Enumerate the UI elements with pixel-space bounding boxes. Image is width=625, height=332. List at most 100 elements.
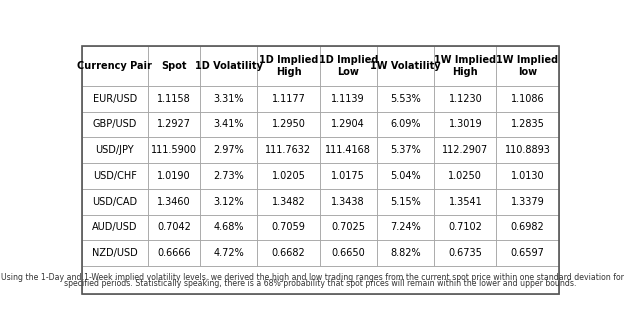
Text: 3.41%: 3.41% xyxy=(214,120,244,129)
Bar xyxy=(82,163,148,189)
Text: 0.7059: 0.7059 xyxy=(271,222,306,232)
Text: Spot: Spot xyxy=(161,61,187,71)
Text: 1W Implied
low: 1W Implied low xyxy=(496,55,559,77)
Text: 1.0205: 1.0205 xyxy=(271,171,306,181)
Bar xyxy=(82,214,148,240)
Text: GBP/USD: GBP/USD xyxy=(92,120,137,129)
Text: 1.0130: 1.0130 xyxy=(511,171,544,181)
Bar xyxy=(258,46,319,86)
Bar xyxy=(434,46,496,86)
Bar xyxy=(496,163,559,189)
Text: 1.1086: 1.1086 xyxy=(511,94,544,104)
Bar xyxy=(377,163,434,189)
Bar xyxy=(200,86,258,112)
Text: 1W Implied
High: 1W Implied High xyxy=(434,55,496,77)
Bar xyxy=(319,46,377,86)
Bar xyxy=(496,86,559,112)
Text: specified periods. Statistically speaking, there is a 68% probability that spot : specified periods. Statistically speakin… xyxy=(64,279,577,288)
Bar xyxy=(319,214,377,240)
Text: 0.6666: 0.6666 xyxy=(157,248,191,258)
Bar xyxy=(200,214,258,240)
Text: 2.73%: 2.73% xyxy=(213,171,244,181)
Bar xyxy=(148,189,200,214)
Bar xyxy=(319,86,377,112)
Text: 1.3541: 1.3541 xyxy=(449,197,482,207)
Text: Using the 1-Day and 1-Week implied volatility levels, we derived the high and lo: Using the 1-Day and 1-Week implied volat… xyxy=(1,273,625,282)
Text: 1.1139: 1.1139 xyxy=(331,94,365,104)
Text: 1D Implied
Low: 1D Implied Low xyxy=(319,55,378,77)
Bar xyxy=(148,137,200,163)
Text: 112.2907: 112.2907 xyxy=(442,145,489,155)
Bar xyxy=(258,86,319,112)
Text: 1.3482: 1.3482 xyxy=(272,197,306,207)
Bar xyxy=(496,214,559,240)
Bar xyxy=(82,46,148,86)
Bar xyxy=(200,137,258,163)
Text: 111.4168: 111.4168 xyxy=(325,145,371,155)
Bar xyxy=(319,112,377,137)
Bar xyxy=(148,163,200,189)
Text: 3.31%: 3.31% xyxy=(214,94,244,104)
Bar xyxy=(434,163,496,189)
Text: 1.3019: 1.3019 xyxy=(449,120,482,129)
Bar xyxy=(82,189,148,214)
Text: 1.3460: 1.3460 xyxy=(157,197,191,207)
Text: 5.04%: 5.04% xyxy=(390,171,421,181)
Bar xyxy=(434,86,496,112)
Bar xyxy=(434,189,496,214)
Bar xyxy=(377,137,434,163)
Bar xyxy=(319,163,377,189)
Text: USD/CAD: USD/CAD xyxy=(92,197,138,207)
Bar xyxy=(377,214,434,240)
Bar xyxy=(82,112,148,137)
Text: 0.6735: 0.6735 xyxy=(448,248,482,258)
Bar xyxy=(82,240,148,266)
Text: 5.15%: 5.15% xyxy=(390,197,421,207)
Bar xyxy=(319,137,377,163)
Text: 1W Volatility: 1W Volatility xyxy=(370,61,441,71)
Bar xyxy=(148,240,200,266)
Bar xyxy=(434,112,496,137)
Text: 1.0175: 1.0175 xyxy=(331,171,365,181)
Text: 5.53%: 5.53% xyxy=(390,94,421,104)
Bar xyxy=(82,266,559,294)
Bar xyxy=(200,189,258,214)
Bar xyxy=(258,137,319,163)
Text: 0.6682: 0.6682 xyxy=(272,248,306,258)
Bar xyxy=(319,240,377,266)
Text: 1.1158: 1.1158 xyxy=(157,94,191,104)
Bar xyxy=(434,240,496,266)
Text: 1.2950: 1.2950 xyxy=(271,120,306,129)
Bar xyxy=(258,163,319,189)
Text: 1.3438: 1.3438 xyxy=(331,197,365,207)
Bar xyxy=(148,112,200,137)
Bar xyxy=(377,240,434,266)
Text: 0.7102: 0.7102 xyxy=(448,222,482,232)
Bar xyxy=(148,46,200,86)
Bar xyxy=(496,240,559,266)
Text: 4.72%: 4.72% xyxy=(213,248,244,258)
Text: EUR/USD: EUR/USD xyxy=(92,94,137,104)
Text: NZD/USD: NZD/USD xyxy=(92,248,138,258)
Bar xyxy=(82,137,148,163)
Text: 1D Implied
High: 1D Implied High xyxy=(259,55,318,77)
Text: AUD/USD: AUD/USD xyxy=(92,222,138,232)
Text: 1.0250: 1.0250 xyxy=(448,171,482,181)
Text: 0.6597: 0.6597 xyxy=(511,248,544,258)
Text: 111.5900: 111.5900 xyxy=(151,145,197,155)
Text: 7.24%: 7.24% xyxy=(390,222,421,232)
Text: USD/JPY: USD/JPY xyxy=(96,145,134,155)
Bar xyxy=(200,163,258,189)
Text: 1.1230: 1.1230 xyxy=(449,94,482,104)
Text: 6.09%: 6.09% xyxy=(391,120,421,129)
Text: 3.12%: 3.12% xyxy=(213,197,244,207)
Bar xyxy=(82,86,148,112)
Bar xyxy=(258,240,319,266)
Text: 1D Volatility: 1D Volatility xyxy=(195,61,262,71)
Bar xyxy=(377,86,434,112)
Bar xyxy=(200,46,258,86)
Text: 8.82%: 8.82% xyxy=(390,248,421,258)
Bar xyxy=(377,112,434,137)
Text: 0.7042: 0.7042 xyxy=(157,222,191,232)
Text: USD/CHF: USD/CHF xyxy=(93,171,137,181)
